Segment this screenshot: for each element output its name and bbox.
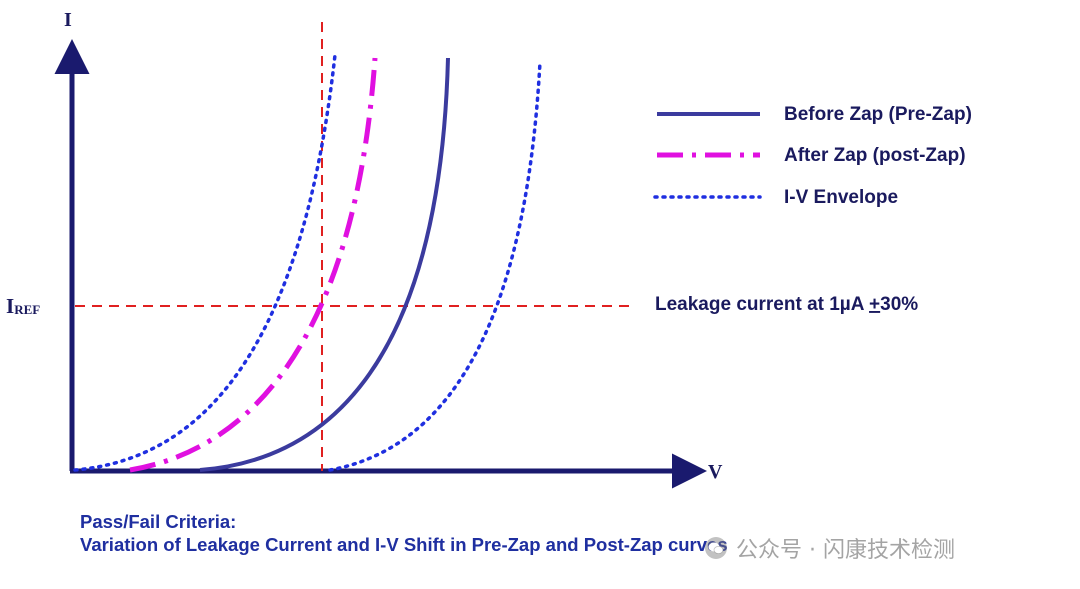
caption-line-2: Variation of Leakage Current and I-V Shi… (80, 534, 728, 555)
y-axis-label: I (64, 9, 72, 31)
watermark: 公众号 · 闪康技术检测 (704, 532, 955, 564)
caption: Pass/Fail Criteria: Variation of Leakage… (80, 510, 728, 556)
pre-zap-curve (199, 57, 450, 472)
iref-sub: REF (14, 302, 40, 317)
legend-post-zap-label: After Zap (post-Zap) (784, 145, 966, 166)
wechat-icon (705, 537, 727, 559)
leakage-text: Leakage current at 1µA (655, 294, 869, 315)
legend-pre-zap-label: Before Zap (Pre-Zap) (784, 104, 972, 125)
iref-main: I (6, 294, 14, 318)
x-axis-label: V (708, 461, 723, 483)
envelope-left-curve (73, 53, 337, 472)
caption-line-1: Pass/Fail Criteria: (80, 511, 237, 532)
iref-label: IREF (6, 294, 40, 318)
plus-minus-sign: + (869, 294, 880, 315)
leakage-percent: 30% (880, 294, 918, 315)
leakage-annotation: Leakage current at 1µA +30% (655, 294, 918, 315)
envelope-right-curve (328, 60, 542, 472)
post-zap-curve (129, 57, 378, 473)
watermark-text: 公众号 · 闪康技术检测 (736, 538, 955, 563)
legend-envelope-label: I-V Envelope (784, 187, 898, 208)
